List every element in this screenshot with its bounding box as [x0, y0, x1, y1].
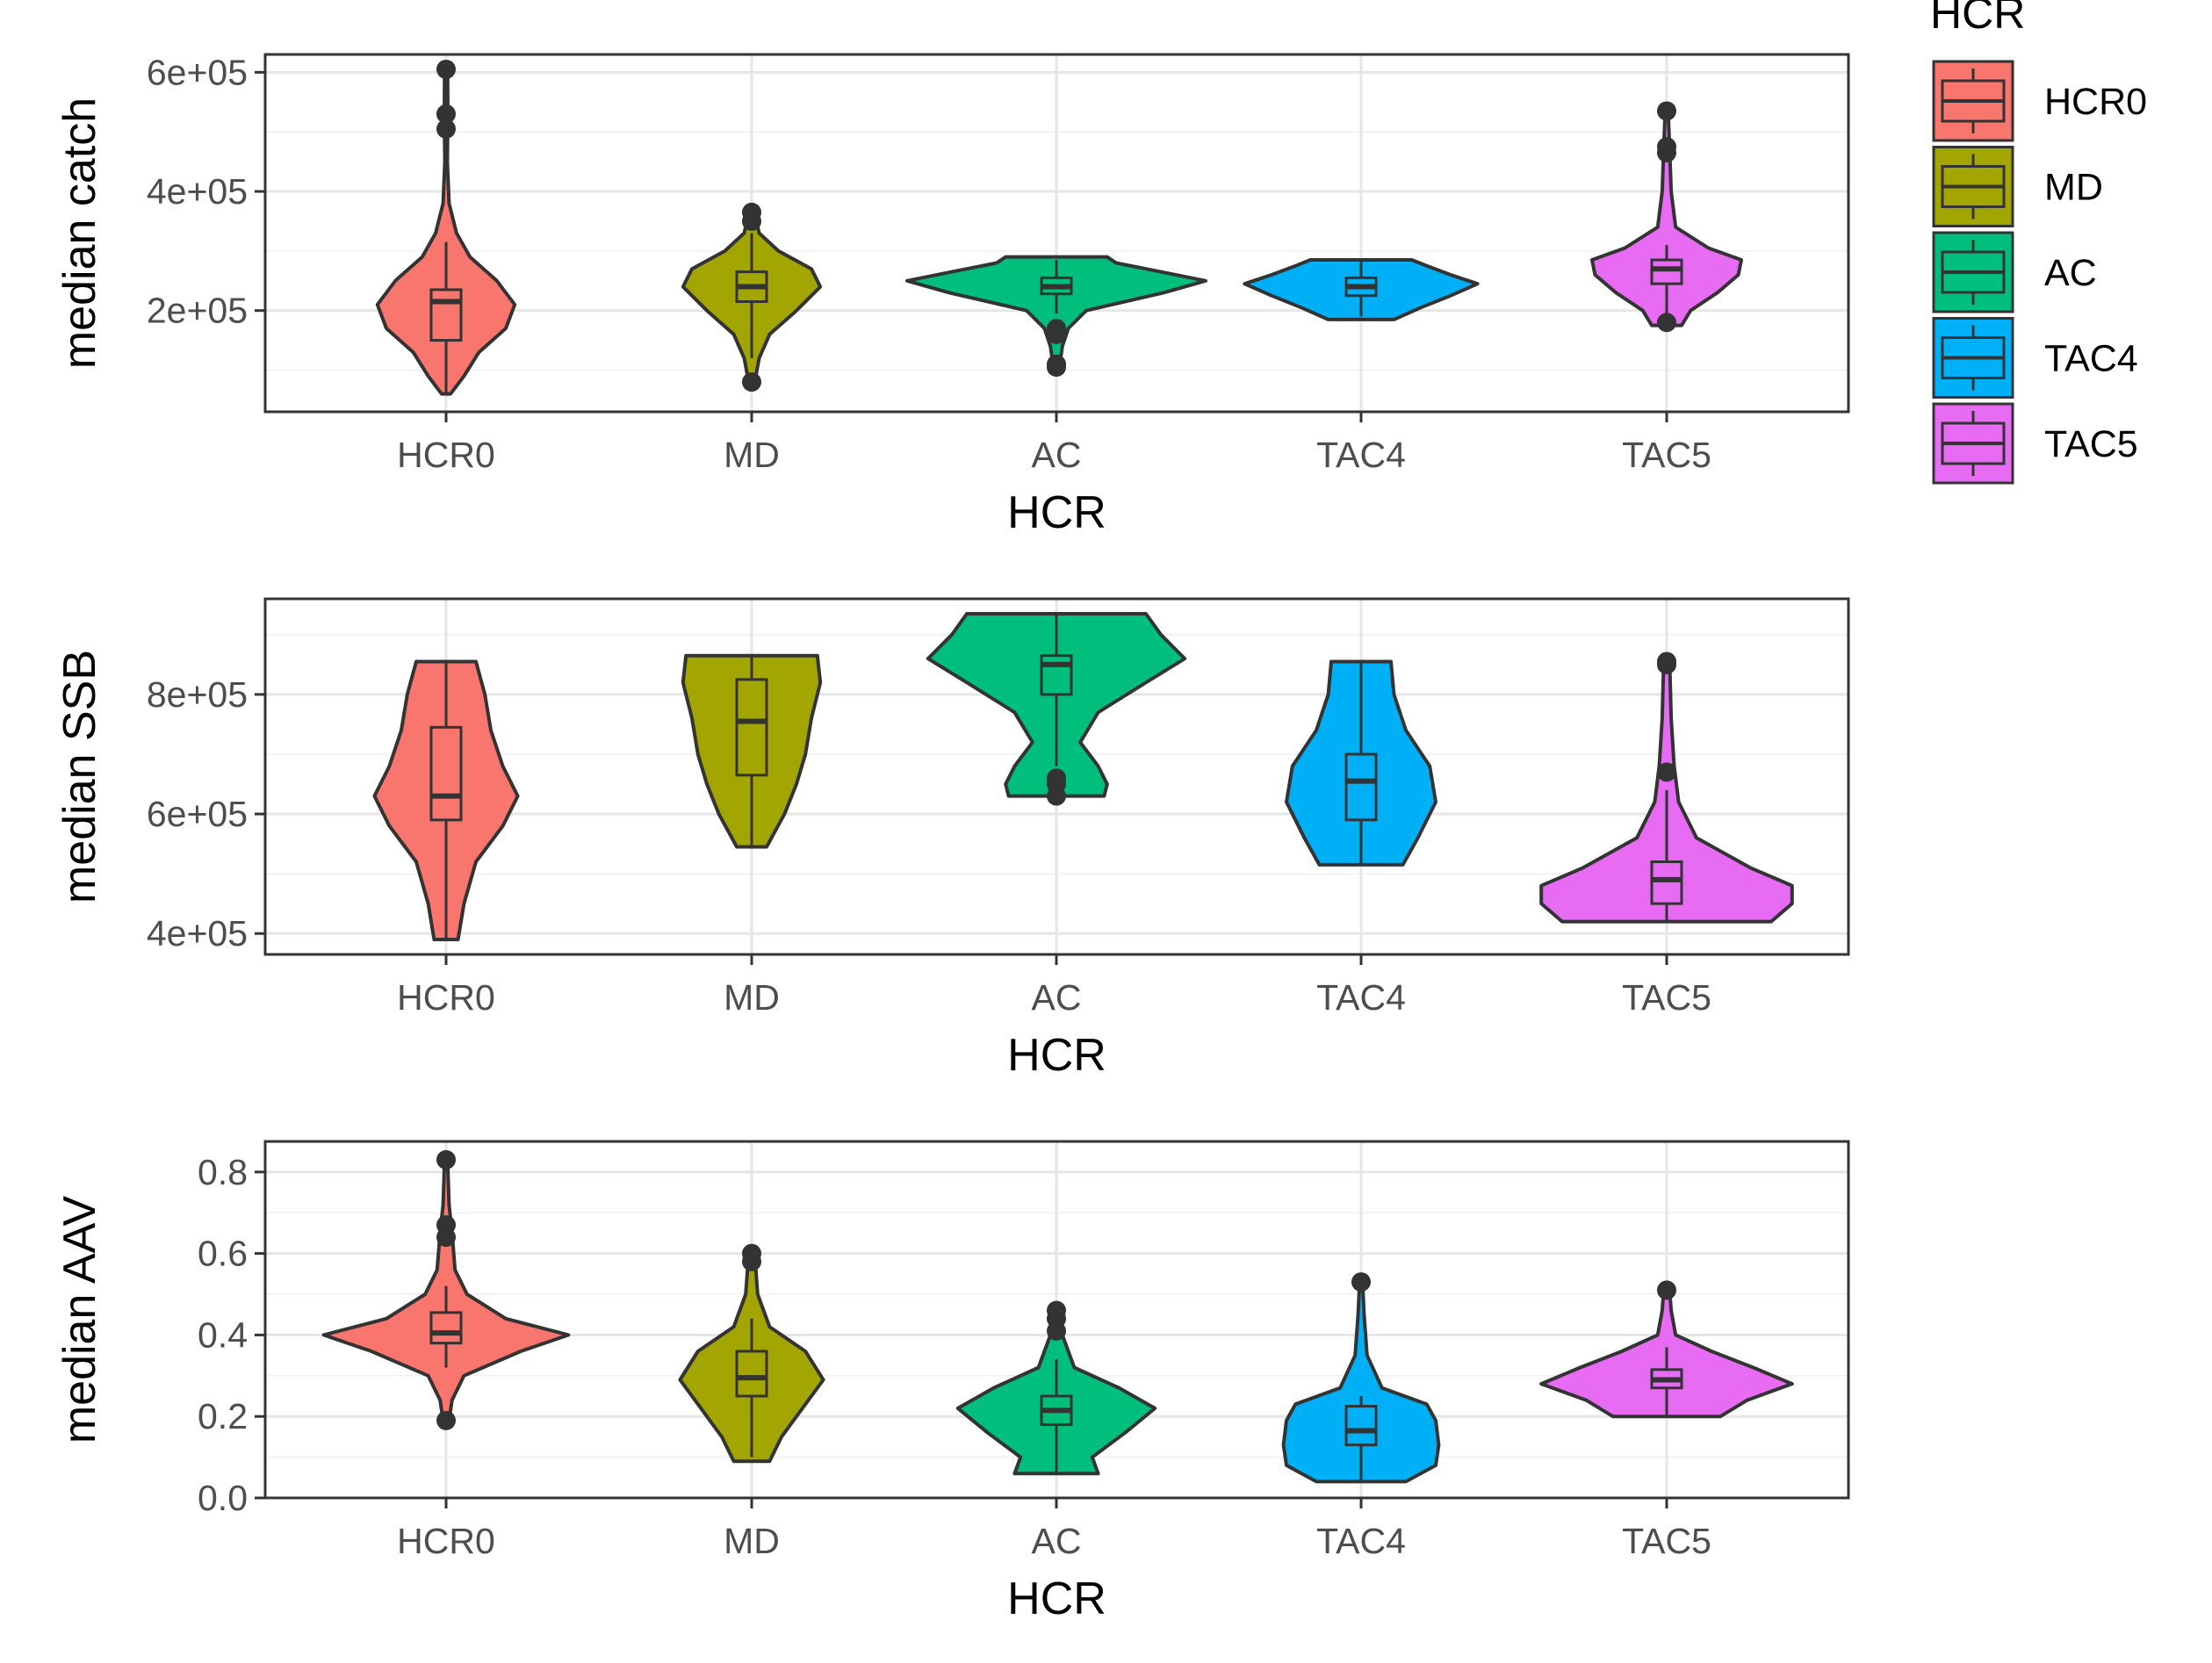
y-tick-label: 2e+05	[147, 291, 248, 331]
y-tick-label: 4e+05	[147, 913, 248, 954]
legend-title: HCR	[1930, 0, 2025, 38]
y-tick-label: 8e+05	[147, 674, 248, 715]
outlier-point	[742, 202, 761, 222]
x-tick-label: TAC4	[1316, 435, 1406, 475]
legend-item-md: MD	[1932, 146, 2103, 227]
outlier-point	[1657, 101, 1676, 121]
x-axis-title: HCR	[1007, 1573, 1106, 1624]
outlier-point	[436, 119, 456, 139]
x-tick-label: AC	[1032, 435, 1082, 475]
box-iqr	[1344, 752, 1378, 822]
violin-hcr0	[372, 659, 520, 941]
chart-panel-2: 4e+05 6e+05 8e+05 HCR0 MD AC TAC4 TAC5 HCR median…	[54, 597, 1850, 1081]
y-axis-title: median AAV	[54, 1196, 105, 1444]
outlier-point	[1351, 1272, 1371, 1292]
outlier-point	[742, 1243, 761, 1263]
x-axis-title: HCR	[1007, 1030, 1106, 1081]
legend-label: AC	[2044, 252, 2097, 294]
y-tick-label: 4e+05	[147, 171, 248, 212]
y-axis-title: median SSB	[54, 650, 105, 903]
x-tick-label: HCR0	[397, 1521, 495, 1561]
y-tick-label: 0.0	[198, 1478, 248, 1518]
outlier-point	[1657, 652, 1676, 672]
y-axis-title: median catch	[54, 97, 105, 369]
y-tick-label: 6e+05	[147, 794, 248, 834]
x-tick-label: MD	[724, 977, 780, 1018]
violin-tac4	[1243, 258, 1480, 321]
x-tick-label: AC	[1032, 977, 1082, 1018]
x-tick-label: HCR0	[397, 977, 495, 1018]
legend-label: TAC4	[2044, 338, 2138, 380]
box-iqr	[429, 725, 463, 822]
x-tick-label: TAC4	[1316, 977, 1406, 1018]
outlier-point	[742, 372, 761, 392]
violin-md	[681, 653, 823, 849]
legend-item-tac5: TAC5	[1932, 402, 2138, 485]
legend: HCR HCR0 MD AC TAC4 TAC5	[1930, 0, 2147, 485]
outlier-point	[1047, 768, 1066, 788]
violin-group-tac5	[1539, 652, 1794, 924]
legend-label: MD	[2044, 167, 2103, 209]
legend-item-hcr0: HCR0	[1932, 60, 2147, 142]
violin-tac4	[1285, 659, 1437, 867]
y-tick-label: 0.4	[198, 1314, 248, 1355]
violin-group-ac	[905, 255, 1207, 378]
box-iqr	[1650, 860, 1683, 905]
box-iqr	[735, 1350, 768, 1398]
violin-group-md	[678, 1243, 825, 1464]
violin-group-ac	[955, 1300, 1157, 1476]
violin-group-tac4	[1243, 258, 1480, 321]
x-tick-label: TAC5	[1622, 435, 1711, 475]
outlier-point	[436, 1215, 456, 1235]
box-iqr	[429, 288, 463, 342]
outlier-point	[1657, 1280, 1676, 1300]
y-tick-label: 6e+05	[147, 52, 248, 92]
box-iqr	[1344, 1405, 1378, 1447]
box-iqr	[429, 1311, 463, 1345]
violin-group-hcr0	[321, 1149, 571, 1430]
x-tick-label: TAC5	[1622, 1521, 1711, 1561]
outlier-point	[1047, 1300, 1066, 1321]
outlier-point	[436, 1149, 456, 1170]
legend-item-ac: AC	[1932, 231, 2097, 313]
violin-group-md	[681, 653, 823, 849]
box-iqr	[1040, 654, 1073, 696]
violin-group-tac5	[1539, 1280, 1794, 1419]
violin-group-tac5	[1590, 101, 1743, 333]
outlier-point	[436, 104, 456, 124]
y-tick-label: 0.2	[198, 1396, 248, 1436]
x-tick-label: AC	[1032, 1521, 1082, 1561]
x-tick-label: MD	[724, 435, 780, 475]
legend-label: TAC5	[2044, 423, 2138, 465]
outlier-point	[436, 59, 456, 79]
box-iqr	[735, 678, 768, 777]
violin-group-md	[681, 202, 823, 392]
violin-group-tac4	[1285, 659, 1437, 867]
outlier-point	[436, 1410, 456, 1430]
violin-group-ac	[926, 612, 1187, 806]
x-axis-title: HCR	[1007, 487, 1106, 538]
outlier-point	[1657, 313, 1676, 333]
y-tick-label: 0.6	[198, 1234, 248, 1274]
legend-item-tac4: TAC4	[1932, 317, 2138, 399]
chart-panel-3: 0.0 0.2 0.4 0.6 0.8 HCR0 MD AC TAC4 TAC5 HCR median…	[54, 1140, 1850, 1624]
violin-group-tac4	[1281, 1272, 1441, 1484]
violin-group-hcr0	[375, 59, 517, 396]
x-tick-label: HCR0	[397, 435, 495, 475]
chart-panel-1: 2e+05 4e+05 6e+05 HCR0 MD AC TAC4 TAC5 HCR median…	[54, 52, 1850, 538]
outlier-point	[1657, 762, 1676, 782]
outlier-point	[1047, 354, 1066, 374]
box-iqr	[1650, 258, 1683, 285]
y-tick-label: 0.8	[198, 1152, 248, 1192]
outlier-point	[1047, 319, 1066, 339]
x-tick-label: TAC4	[1316, 1521, 1406, 1561]
violin-group-hcr0	[372, 659, 520, 941]
outlier-point	[1657, 137, 1676, 157]
x-tick-label: TAC5	[1622, 977, 1711, 1018]
x-tick-label: MD	[724, 1521, 780, 1561]
legend-label: HCR0	[2044, 81, 2147, 123]
